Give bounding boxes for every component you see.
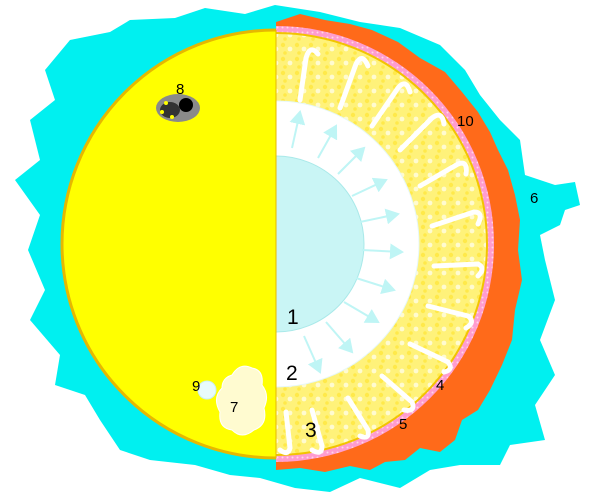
label-corona: 6 [530,190,538,207]
convection-hook-icon [379,373,416,413]
convection-hook-icon [309,407,325,455]
label-convective-zone: 3 [305,419,317,442]
sunspot-icon [156,94,200,122]
radiation-arrow-icon [325,321,354,354]
convection-hook-icon [369,81,413,129]
label-photosphere: 4 [436,377,444,394]
radiation-arrow-icon [355,277,396,295]
faculae [197,380,217,400]
label-sunspot: 8 [176,81,184,98]
label-faculae: 9 [192,378,200,395]
label-core: 1 [287,306,299,329]
convection-hook-icon [397,112,447,153]
convection-hook-icon [431,261,485,279]
radiation-arrow-icon [289,110,306,149]
granule [216,365,268,436]
radiation-arrow-icon [337,146,366,175]
core [276,155,365,333]
convection-hook-icon [345,395,371,440]
label-prominence: 10 [457,113,474,130]
cutaway [276,14,522,472]
label-radiative-zone: 2 [286,362,298,385]
radiation-arrow-icon [359,208,400,225]
convection-hook-icon [277,409,293,456]
radiation-arrow-icon [351,177,388,197]
radiation-arrow-icon [317,124,338,159]
convection-hook-icon [417,160,469,189]
label-granule: 7 [230,399,238,416]
convection-hook-icon [297,47,321,103]
convection-hooks [277,47,485,456]
radiation-arrows [289,110,404,374]
convection-hook-icon [407,341,453,375]
radiation-arrow-icon [303,335,323,374]
convection-hook-icon [337,56,371,111]
convection-hook-icon [429,209,483,229]
convection-hook-icon [425,303,474,331]
radiation-arrow-icon [343,301,380,324]
label-chromosphere: 5 [399,416,407,433]
radiation-arrow-icon [361,243,404,260]
